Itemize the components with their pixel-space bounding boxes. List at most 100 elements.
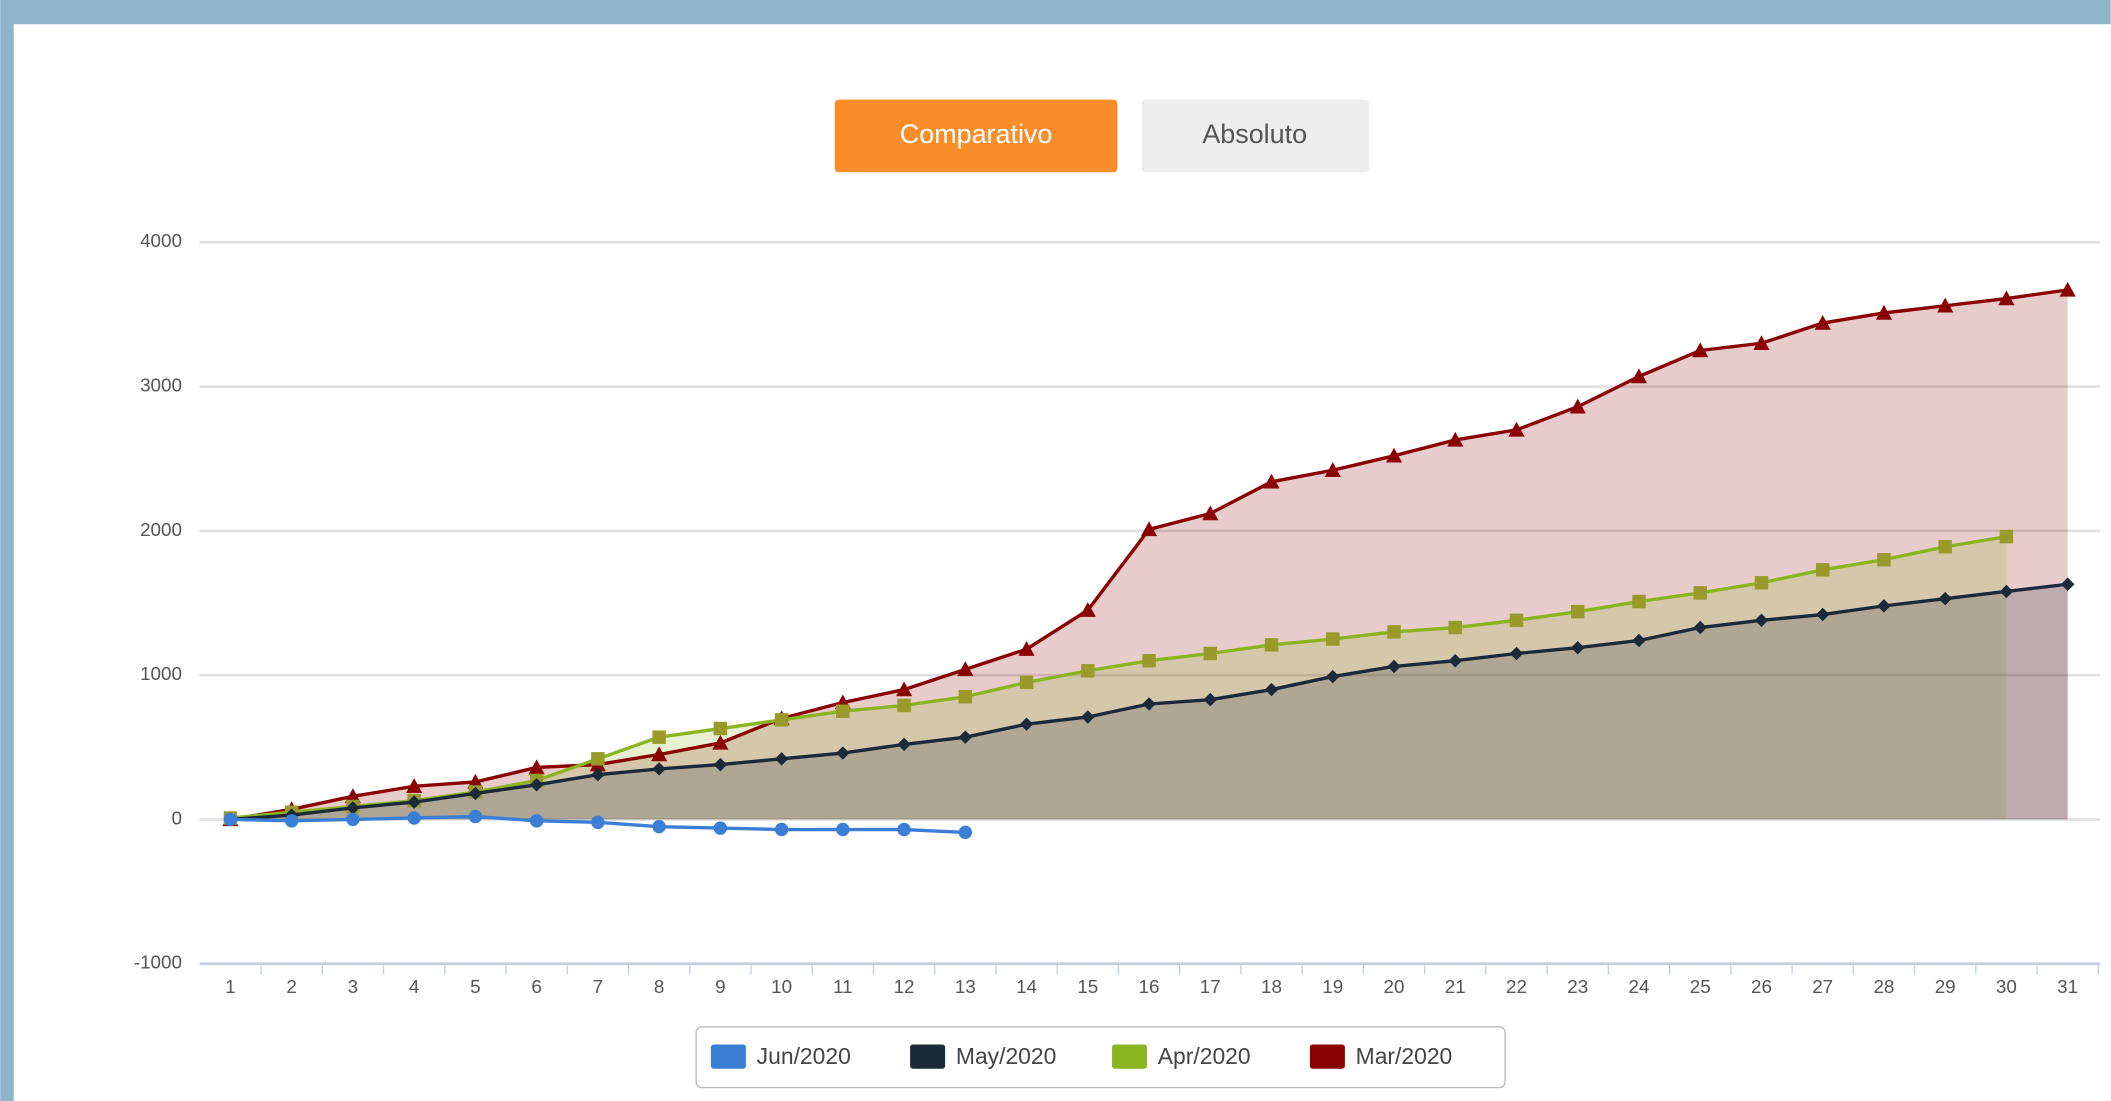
point [836,822,850,837]
point [958,690,973,704]
point [467,773,484,789]
legend-swatch [710,1044,746,1069]
x-tick-label: 5 [470,976,480,997]
point [468,809,483,824]
x-tick-label: 6 [531,976,541,997]
point [1448,653,1462,668]
y-tick-label: -1000 [134,952,182,973]
point [896,681,913,697]
point [958,825,973,840]
point [1385,447,1403,463]
button-label[interactable]: Absoluto [1202,119,1307,149]
point [1264,682,1279,697]
point [1142,697,1156,711]
point [1081,664,1095,678]
x-tick-label: 30 [1996,976,2017,997]
point [1754,576,1769,590]
point [591,815,605,830]
y-tick-label: 2000 [140,519,182,540]
point [836,746,850,760]
x-tick-label: 2 [286,976,296,997]
x-tick-label: 15 [1077,976,1098,997]
point [591,767,605,782]
legend-label: Jun/2020 [757,1043,851,1069]
point [1326,632,1340,646]
point [712,734,729,750]
point [1203,692,1218,707]
area [230,584,2068,820]
point [1569,398,1586,414]
button-label[interactable]: Comparativo [900,119,1053,149]
y-tick-label: 1000 [140,663,182,684]
x-tick-label: 4 [409,976,419,997]
point [774,752,789,766]
point [2059,281,2076,297]
legend-swatch [910,1044,946,1069]
legend-swatch [1309,1044,1345,1069]
point [1263,473,1280,489]
point [2060,577,2075,591]
x-tick-label: 19 [1322,976,1343,997]
x-tick-label: 8 [654,976,664,997]
point [957,661,974,677]
x-tick-label: 29 [1935,976,1956,997]
point [652,819,666,834]
point [344,788,361,804]
point [1937,297,1954,313]
point [529,814,544,828]
point [346,812,360,827]
button[interactable] [834,99,1118,173]
point [1324,462,1341,477]
point [591,752,605,766]
point [1448,620,1462,635]
point [1140,521,1158,537]
area [230,536,2007,820]
y-tick-label: 3000 [140,375,182,396]
panel [13,24,2111,1101]
point [1632,594,1646,609]
point [958,730,973,744]
point [1079,602,1096,617]
line [230,534,2007,820]
point [1753,335,1770,351]
x-tick-label: 28 [1873,976,1894,997]
point [1447,431,1464,447]
legend-label: Apr/2020 [1158,1043,1251,1069]
x-tick-label: 3 [348,976,358,997]
legend-label: Mar/2020 [1356,1043,1453,1069]
point [1998,290,2015,306]
point [713,757,728,772]
point [1630,368,1648,384]
point [1019,675,1034,690]
x-tick-label: 25 [1690,976,1711,997]
legend-box [695,1026,1506,1089]
point [652,762,666,776]
point [1202,505,1219,521]
point [1632,633,1646,648]
x-tick-label: 23 [1567,976,1588,997]
point [1387,625,1401,639]
button[interactable] [1141,99,1370,173]
point [1326,669,1340,684]
point [897,698,911,713]
x-tick-label: 14 [1016,976,1037,997]
x-tick-label: 7 [593,976,603,997]
point [284,814,299,828]
x-tick-label: 24 [1628,976,1649,997]
point [528,759,545,775]
x-tick-label: 21 [1445,976,1466,997]
point [1142,653,1156,668]
point [1692,342,1709,358]
point [1571,640,1585,655]
point [1509,646,1524,661]
point [406,778,423,793]
point [346,801,360,815]
point [1693,620,1707,635]
y-tick-label: 4000 [140,230,182,251]
point [1509,613,1524,628]
point [1875,304,1893,320]
point [1814,314,1831,330]
point [407,795,421,809]
point [468,786,483,801]
